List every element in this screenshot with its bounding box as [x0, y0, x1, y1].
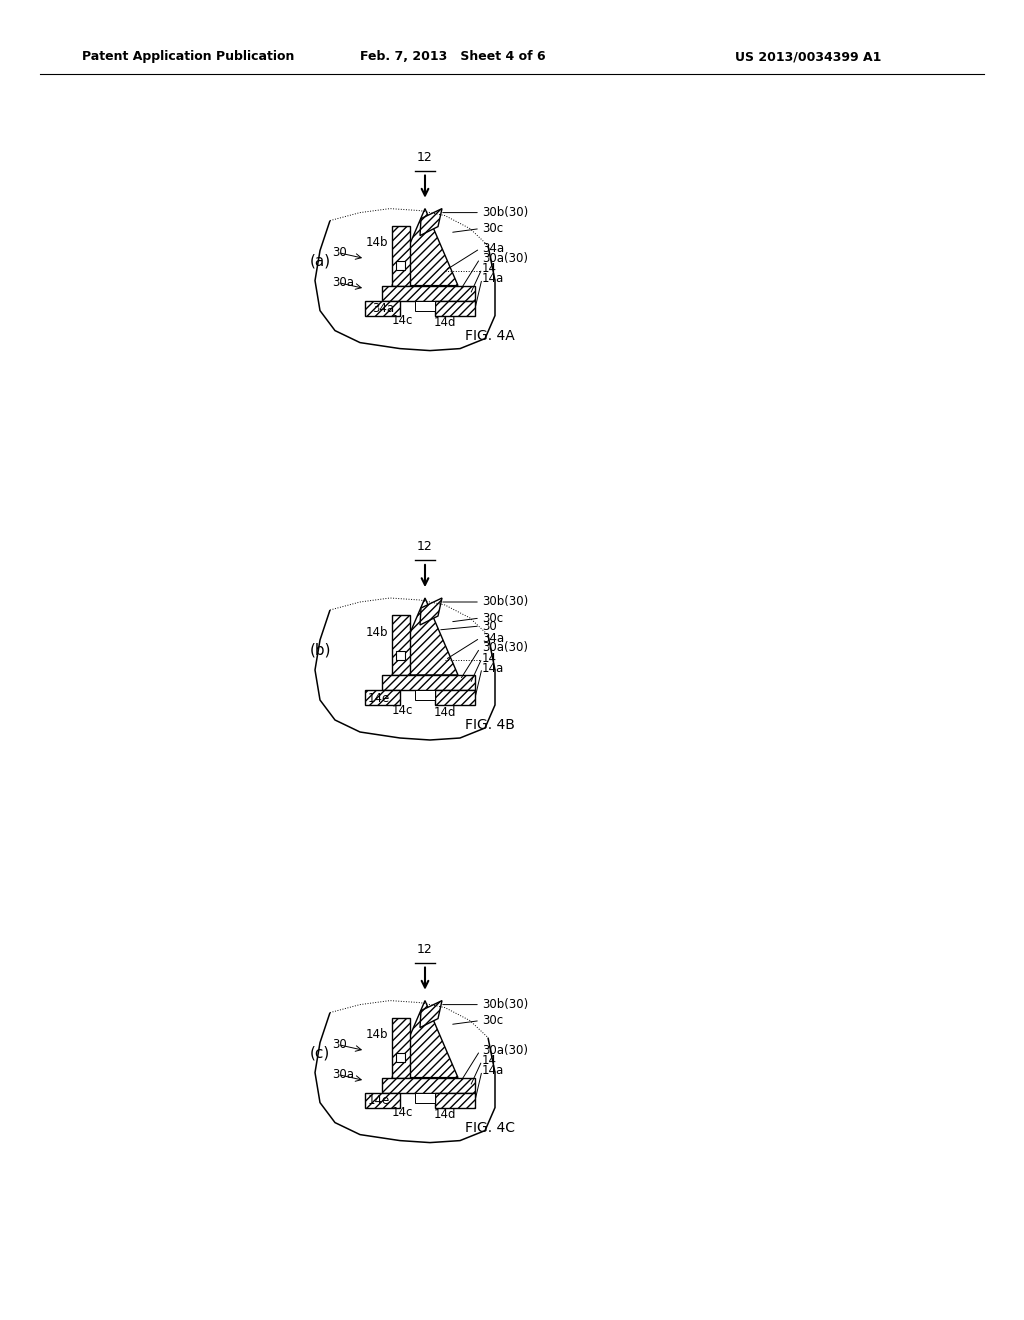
Polygon shape: [415, 690, 435, 700]
Text: 30a(30): 30a(30): [482, 252, 528, 265]
Text: Patent Application Publication: Patent Application Publication: [82, 50, 294, 63]
Text: 12: 12: [417, 150, 433, 164]
Text: US 2013/0034399 A1: US 2013/0034399 A1: [735, 50, 882, 63]
Text: 30: 30: [332, 246, 347, 259]
Polygon shape: [435, 301, 475, 315]
Text: 30a(30): 30a(30): [482, 1044, 528, 1057]
Text: FIG. 4A: FIG. 4A: [465, 329, 515, 343]
Polygon shape: [365, 690, 400, 705]
Polygon shape: [392, 615, 410, 675]
Text: (a): (a): [310, 253, 331, 268]
Text: 34a: 34a: [482, 242, 504, 255]
Text: 30a: 30a: [332, 276, 354, 289]
Text: 30: 30: [482, 619, 497, 632]
Polygon shape: [420, 598, 442, 624]
Text: 14: 14: [482, 263, 497, 275]
Text: 14d: 14d: [434, 315, 457, 329]
Text: 14: 14: [482, 652, 497, 664]
Polygon shape: [435, 690, 475, 705]
Text: 14c: 14c: [391, 314, 413, 327]
Text: 30c: 30c: [482, 611, 503, 624]
Polygon shape: [420, 1001, 442, 1027]
Text: 12: 12: [417, 942, 433, 956]
Text: 14a: 14a: [482, 272, 504, 285]
Text: (c): (c): [310, 1045, 331, 1060]
Polygon shape: [392, 598, 458, 675]
Polygon shape: [420, 209, 442, 235]
Text: 14b: 14b: [366, 626, 388, 639]
Polygon shape: [382, 1077, 475, 1093]
Text: 14c: 14c: [391, 704, 413, 717]
Text: 30c: 30c: [482, 1014, 503, 1027]
Polygon shape: [392, 1018, 410, 1077]
Polygon shape: [415, 301, 435, 310]
Text: 14e: 14e: [368, 1094, 390, 1107]
Polygon shape: [392, 226, 410, 285]
Text: 12: 12: [417, 540, 433, 553]
Text: 14d: 14d: [434, 1107, 457, 1121]
Text: 30c: 30c: [482, 222, 503, 235]
Text: 30b(30): 30b(30): [482, 998, 528, 1011]
Text: 30a(30): 30a(30): [482, 642, 528, 655]
Text: 14d: 14d: [434, 705, 457, 718]
Polygon shape: [415, 1093, 435, 1102]
Text: 14e: 14e: [368, 692, 390, 705]
Text: 14a: 14a: [482, 661, 504, 675]
Text: 14c: 14c: [391, 1106, 413, 1119]
Polygon shape: [392, 1001, 458, 1077]
Text: 34a: 34a: [372, 302, 394, 315]
Text: 30b(30): 30b(30): [482, 206, 528, 219]
Polygon shape: [396, 261, 406, 271]
Text: FIG. 4C: FIG. 4C: [465, 1121, 515, 1135]
Text: 30b(30): 30b(30): [482, 595, 528, 609]
Polygon shape: [365, 301, 400, 315]
Polygon shape: [365, 1093, 400, 1107]
Text: FIG. 4B: FIG. 4B: [465, 718, 515, 733]
Text: 30a: 30a: [332, 1068, 354, 1081]
Text: (b): (b): [310, 643, 332, 657]
Polygon shape: [382, 675, 475, 690]
Text: 14b: 14b: [366, 1028, 388, 1041]
Polygon shape: [396, 1053, 406, 1063]
Polygon shape: [396, 651, 406, 660]
Polygon shape: [382, 285, 475, 301]
Text: 14a: 14a: [482, 1064, 504, 1077]
Polygon shape: [435, 1093, 475, 1107]
Text: 14b: 14b: [366, 236, 388, 249]
Text: Feb. 7, 2013   Sheet 4 of 6: Feb. 7, 2013 Sheet 4 of 6: [360, 50, 546, 63]
Text: 14: 14: [482, 1055, 497, 1067]
Text: 30: 30: [332, 1038, 347, 1051]
Polygon shape: [392, 209, 458, 285]
Text: 34a: 34a: [482, 631, 504, 644]
